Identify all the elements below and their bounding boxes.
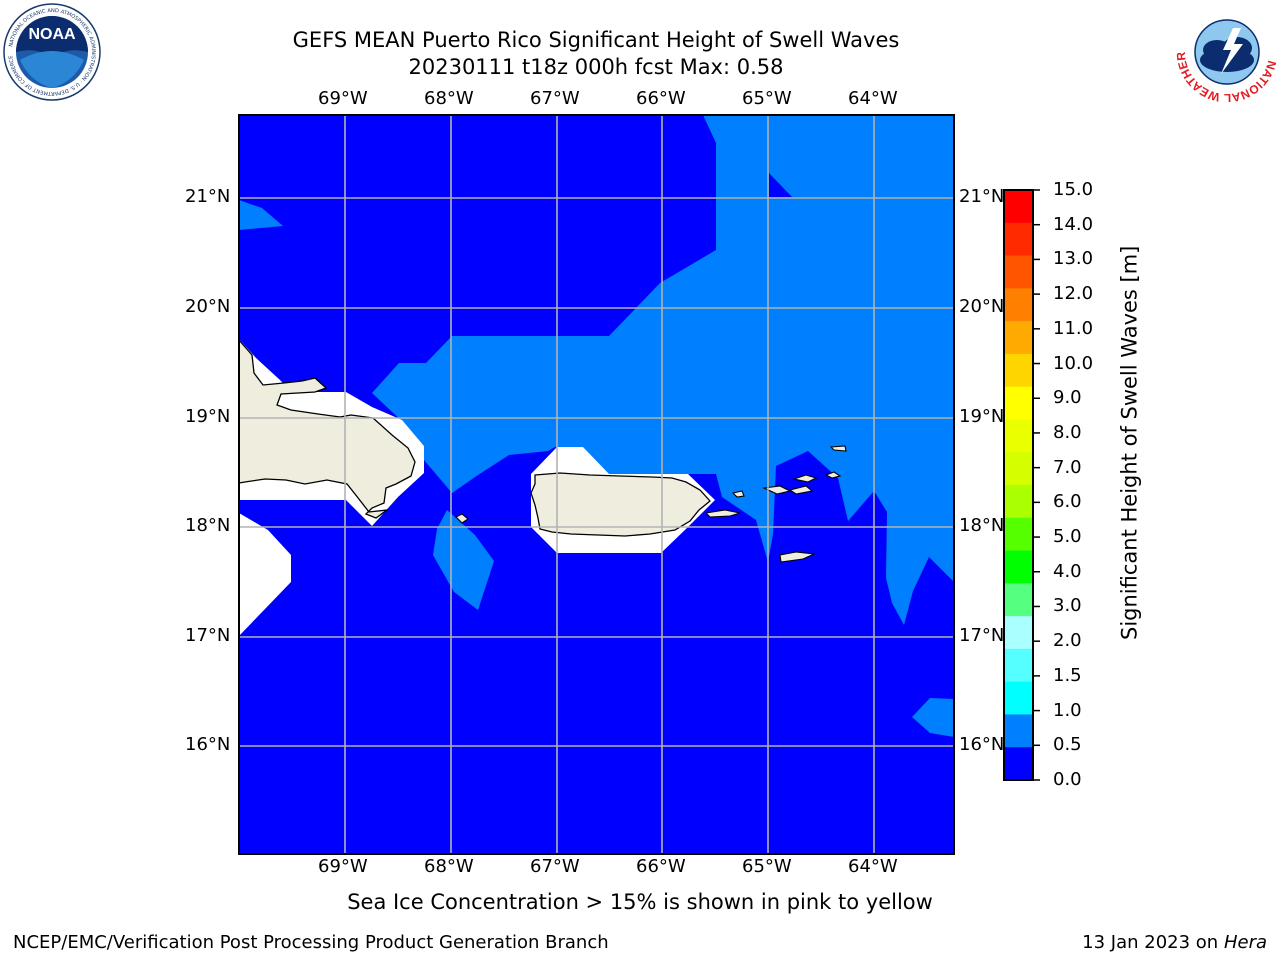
- lat-label-right: 20°N: [959, 296, 1005, 317]
- colorbar-segment: [1004, 747, 1033, 781]
- lon-label-top: 68°W: [424, 88, 474, 109]
- colorbar-segment: [1004, 321, 1033, 355]
- colorbar-tick-label: 9.0: [1053, 387, 1082, 409]
- footer-date: 13 Jan 2023 on Hera: [1082, 932, 1267, 953]
- colorbar-tick-label: 0.5: [1053, 734, 1082, 756]
- svg-text:NOAA: NOAA: [28, 26, 76, 43]
- land-mona-island: [455, 513, 469, 524]
- colorbar-tick-label: 4.0: [1053, 560, 1082, 582]
- lon-label-top: 64°W: [848, 88, 898, 109]
- lon-label-bottom: 69°W: [318, 856, 368, 877]
- swell-field-mid: [912, 698, 954, 737]
- colorbar-title: Significant Height of Swell Waves [m]: [1117, 245, 1142, 640]
- lat-label-left: 17°N: [185, 625, 231, 646]
- lon-label-bottom: 68°W: [424, 856, 474, 877]
- lon-label-top: 66°W: [636, 88, 686, 109]
- colorbar-segment: [1004, 452, 1033, 486]
- map-frame: [238, 114, 955, 855]
- colorbar-segment: [1004, 190, 1033, 224]
- colorbar-segment: [1004, 648, 1033, 683]
- colorbar: [1003, 189, 1040, 781]
- lat-label-left: 19°N: [185, 406, 231, 427]
- colorbar-segment: [1004, 255, 1033, 289]
- lat-label-left: 20°N: [185, 296, 231, 317]
- lat-label-left: 21°N: [185, 186, 231, 207]
- colorbar-segment: [1004, 485, 1033, 519]
- colorbar-segment: [1004, 681, 1033, 715]
- lat-label-right: 18°N: [959, 515, 1005, 536]
- colorbar-tick-label: 1.5: [1053, 664, 1082, 686]
- colorbar-tick-label: 8.0: [1053, 421, 1082, 443]
- swell-field-mid: [372, 115, 954, 625]
- lon-label-bottom: 65°W: [742, 856, 792, 877]
- colorbar-tick-label: 12.0: [1053, 283, 1094, 305]
- graticule: [239, 115, 954, 854]
- colorbar-frame: [1003, 189, 1034, 781]
- colorbar-tick-label: 7.0: [1053, 456, 1082, 478]
- land-anegada: [824, 471, 842, 479]
- colorbar-segment: [1004, 714, 1033, 748]
- land-virgin-islands: [791, 474, 818, 483]
- footer-credit: NCEP/EMC/Verification Post Processing Pr…: [13, 932, 609, 953]
- colorbar-segment: [1004, 353, 1033, 388]
- nodata-hispaniola-south: [239, 513, 291, 636]
- sea-ice-footnote: Sea Ice Concentration > 15% is shown in …: [347, 890, 933, 914]
- land-virgin-islands: [788, 485, 814, 495]
- colorbar-tick-label: 1.0: [1053, 699, 1082, 721]
- land-st-croix: [779, 551, 817, 563]
- colorbar-tick-label: 5.0: [1053, 526, 1082, 548]
- lat-label-right: 17°N: [959, 625, 1005, 646]
- noaa-logo: NOAA NATIONAL OCEANIC AND ATMOSPHERIC AD…: [3, 3, 101, 101]
- lat-label-left: 18°N: [185, 515, 231, 536]
- colorbar-segment: [1004, 616, 1033, 650]
- lon-label-bottom: 67°W: [530, 856, 580, 877]
- nws-logo: NATIONAL WEATHER SERVICE: [1176, 2, 1278, 102]
- colorbar-segment: [1004, 222, 1033, 256]
- lon-label-top: 65°W: [742, 88, 792, 109]
- colorbar-tick-label: 3.0: [1053, 595, 1082, 617]
- lat-label-right: 19°N: [959, 406, 1005, 427]
- colorbar-tick-label: 15.0: [1053, 179, 1094, 200]
- colorbar-tick-label: 6.0: [1053, 491, 1082, 513]
- land-puerto-rico: [530, 472, 711, 537]
- land-sombrero: [829, 445, 847, 452]
- footer-date-text: 13 Jan 2023 on: [1082, 932, 1224, 953]
- colorbar-segment: [1004, 583, 1033, 617]
- lon-label-bottom: 66°W: [636, 856, 686, 877]
- colorbar-segment: [1004, 288, 1033, 322]
- colorbar-segment: [1004, 550, 1033, 584]
- swell-field-mid: [433, 510, 494, 610]
- lat-label-right: 16°N: [959, 734, 1005, 755]
- footer-machine: Hera: [1223, 932, 1267, 953]
- lon-label-top: 69°W: [318, 88, 368, 109]
- colorbar-tick-label: 13.0: [1053, 248, 1094, 270]
- swell-field-mid: [239, 200, 283, 230]
- chart-subtitle: 20230111 t18z 000h fcst Max: 0.58: [408, 55, 784, 79]
- colorbar-tick-label: 11.0: [1053, 317, 1094, 339]
- land-culebra: [731, 490, 745, 498]
- colorbar-segment: [1004, 419, 1033, 453]
- chart-title: GEFS MEAN Puerto Rico Significant Height…: [292, 28, 900, 52]
- lat-label-right: 21°N: [959, 186, 1005, 207]
- colorbar-tick-label: 10.0: [1053, 352, 1094, 374]
- land-hispaniola: [239, 339, 416, 519]
- colorbar-tick-label: 2.0: [1053, 630, 1082, 652]
- lon-label-bottom: 64°W: [848, 856, 898, 877]
- swell-field-low: [769, 173, 792, 197]
- colorbar-tick-label: 14.0: [1053, 213, 1094, 235]
- land-virgin-islands: [762, 485, 792, 495]
- colorbar-tick-label: 0.0: [1053, 769, 1082, 790]
- lat-label-left: 16°N: [185, 734, 231, 755]
- colorbar-segment: [1004, 386, 1033, 420]
- colorbar-segment: [1004, 517, 1033, 551]
- lon-label-top: 67°W: [530, 88, 580, 109]
- land-vieques: [704, 509, 741, 518]
